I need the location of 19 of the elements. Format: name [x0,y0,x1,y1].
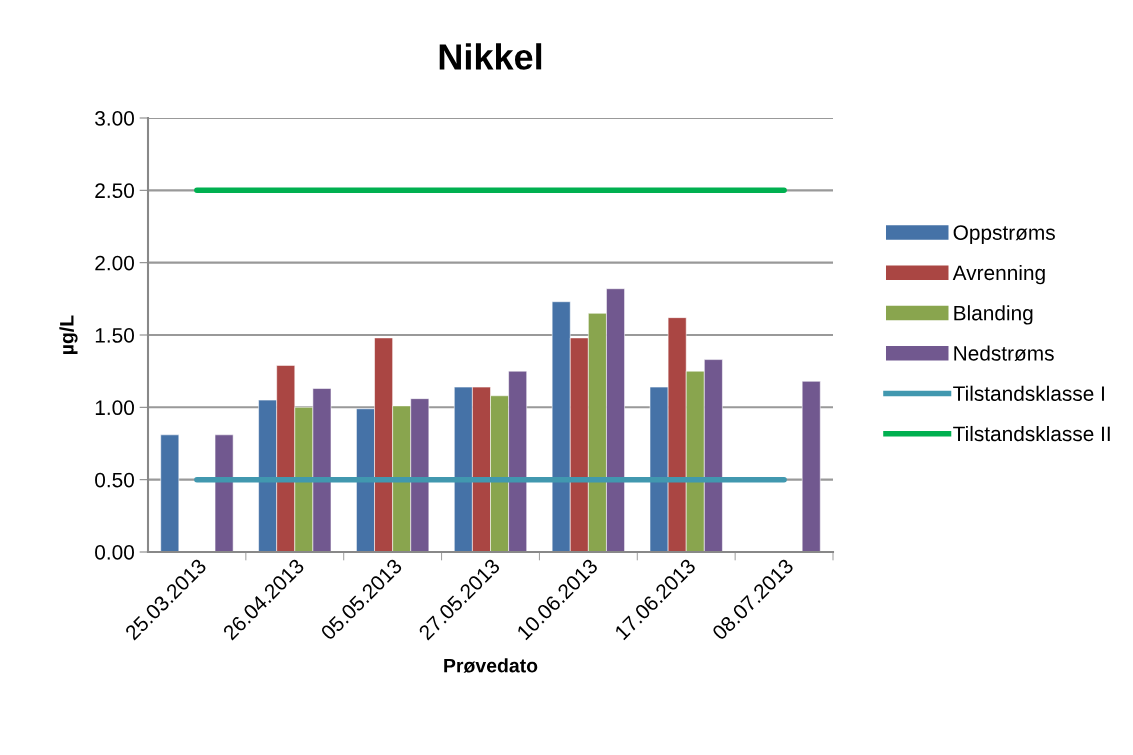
y-axis-title: µg/L [59,315,78,354]
y-tick-label: 1.00 [95,400,134,416]
bar [160,434,180,552]
legend-label: Blanding [954,305,1033,325]
legend-label: Oppstrøms [953,225,1055,245]
x-axis-title: Prøvedato [444,658,538,673]
y-tick-label: 0.00 [95,545,134,560]
bar [214,434,234,552]
legend-label: Tilstandsklasse I [953,385,1104,401]
legend-label: Avrenning [952,264,1045,285]
y-tick-label: 1.50 [95,328,134,343]
legend-label: Nedstrøms [954,345,1054,361]
y-tick-label: 3.00 [95,111,134,126]
y-tick-label: 0.50 [95,472,134,488]
y-tick-label: 2.50 [95,183,134,199]
legend-label: Tilstandsklasse II [953,425,1110,442]
bar [801,381,821,552]
y-tick-label: 2.00 [95,255,134,271]
chart-title: Nikkel [439,43,542,70]
